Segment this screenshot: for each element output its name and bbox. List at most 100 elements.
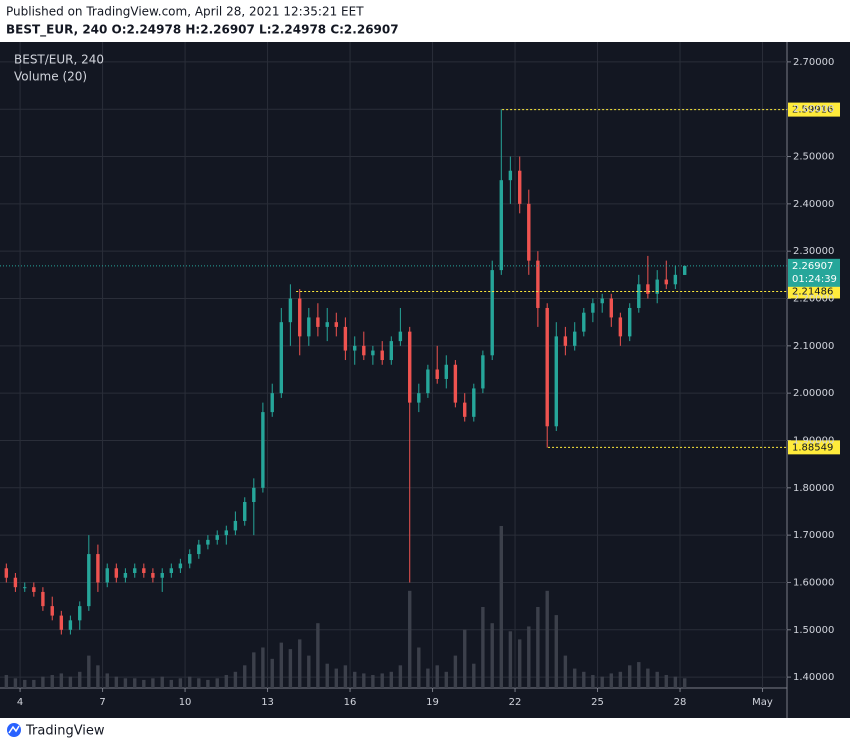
volume-bar [41, 676, 45, 688]
candle-body [380, 350, 384, 361]
candle-body [142, 568, 146, 573]
y-tick-label: 2.50000 [793, 152, 834, 163]
candle-body [32, 587, 36, 592]
volume-bar [463, 629, 467, 688]
volume-bar [325, 663, 329, 688]
candle-body [398, 331, 403, 342]
candle-body [481, 355, 485, 389]
volume-bar [288, 649, 293, 688]
brand: TradingView [25, 724, 105, 739]
candle-body [582, 312, 586, 332]
candle-body [618, 317, 623, 337]
candle-body [206, 539, 210, 545]
y-tick-label: 2.10000 [793, 341, 834, 352]
candle-body [224, 530, 229, 536]
volume-bar [96, 665, 100, 688]
candle-body [307, 317, 311, 337]
volume-bar [279, 642, 284, 688]
candle-body [518, 170, 522, 204]
volume-bar [600, 676, 604, 688]
volume-bar [453, 655, 458, 688]
volume-bar [316, 623, 320, 688]
volume-bar [343, 665, 348, 688]
logo [7, 723, 21, 737]
volume-bar [224, 675, 229, 688]
x-tick-label: 7 [99, 697, 105, 708]
candle-body [389, 341, 394, 361]
volume-bar [307, 655, 311, 688]
candle-body [169, 568, 174, 573]
candle-body [444, 364, 448, 379]
candle-body [252, 487, 256, 503]
x-tick-label: 4 [17, 697, 23, 708]
candle-body [573, 331, 577, 346]
y-tick-label: 2.40000 [793, 199, 834, 210]
candle-body [4, 568, 9, 578]
volume-bar [334, 668, 339, 688]
candle-body [197, 544, 201, 555]
candle-body [536, 260, 540, 308]
volume-bar [215, 678, 219, 688]
volume-bar [518, 639, 522, 688]
x-tick-label: 19 [426, 697, 439, 708]
volume-bar [545, 590, 549, 688]
candle-body [261, 412, 265, 488]
candle-body [408, 331, 412, 403]
symbol-line: BEST_EUR, 240 O:2.24978 H:2.26907 L:2.24… [6, 23, 399, 38]
candle-body [554, 336, 558, 427]
volume-bar [444, 671, 448, 688]
volume-bar [628, 665, 632, 688]
y-tick-label: 1.50000 [793, 625, 834, 636]
candle-body [288, 298, 293, 323]
candle-body [270, 393, 274, 413]
candle-body [13, 577, 18, 588]
volume-bar [380, 673, 384, 688]
volume-bar [151, 678, 155, 688]
volume-bar [490, 623, 494, 688]
candle-body [50, 606, 54, 616]
candle-body [453, 364, 458, 403]
volume-bar [252, 652, 256, 688]
volume-bar [536, 607, 540, 688]
candle-body [133, 568, 137, 573]
y-tick-label: 2.70000 [793, 57, 834, 68]
volume-bar [362, 673, 366, 688]
volume-bar [133, 678, 137, 688]
candle-body [316, 317, 320, 327]
volume-bar [673, 676, 678, 688]
volume-bar [68, 676, 73, 688]
volume-bar [270, 658, 274, 688]
candle-body [151, 572, 155, 578]
x-tick-label: 22 [509, 697, 522, 708]
candle-body [334, 322, 339, 327]
candle-body [343, 326, 348, 351]
volume-bar [417, 647, 421, 688]
candle-body [664, 279, 668, 285]
volume-bar [398, 665, 403, 688]
candle-body [683, 265, 687, 275]
volume-bar [591, 675, 595, 688]
volume-bar [481, 607, 485, 688]
volume-bar [50, 675, 54, 688]
candle-body [545, 307, 549, 427]
volume-bar [609, 673, 613, 688]
volume-bar [160, 676, 164, 688]
volume-bar [4, 675, 9, 688]
volume-bar [78, 671, 82, 688]
y-tick-label: 1.80000 [793, 483, 834, 494]
level-label-bg [788, 102, 840, 117]
volume-bar [114, 676, 119, 688]
y-tick-label: 1.70000 [793, 530, 834, 541]
candle-body [96, 554, 100, 583]
level-label: 1.88549 [792, 442, 833, 453]
candle-body [160, 572, 164, 578]
y-tick-label: 1.40000 [793, 672, 834, 683]
candle-body [563, 336, 568, 346]
published: Published on TradingView.com, April 28, … [6, 5, 364, 19]
volume-bar [499, 526, 503, 688]
candle-body [490, 270, 494, 356]
candle-body [628, 307, 632, 337]
y-tick-label: 1.60000 [793, 577, 834, 588]
candle-body [472, 388, 476, 417]
